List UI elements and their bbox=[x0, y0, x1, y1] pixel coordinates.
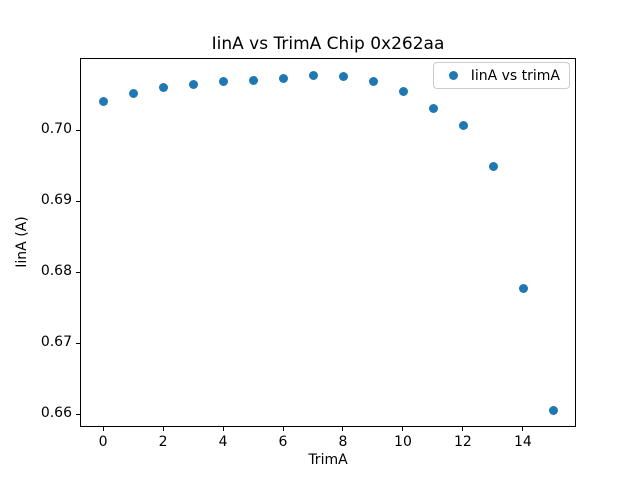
data-point bbox=[129, 88, 139, 98]
y-tick-mark bbox=[76, 129, 80, 131]
y-tick-label: 0.69 bbox=[40, 192, 72, 209]
x-tick-label: 6 bbox=[278, 434, 288, 450]
x-tick-mark bbox=[522, 427, 524, 431]
data-point bbox=[548, 405, 558, 415]
data-point bbox=[159, 83, 169, 93]
y-tick-label: 0.68 bbox=[40, 263, 72, 280]
y-tick-label: 0.67 bbox=[40, 334, 72, 351]
y-tick-mark bbox=[76, 342, 80, 344]
x-tick-label: 0 bbox=[98, 434, 108, 450]
x-tick-label: 12 bbox=[454, 434, 472, 450]
x-tick-mark bbox=[102, 427, 104, 431]
data-point bbox=[279, 73, 289, 83]
data-point bbox=[99, 97, 109, 107]
data-point bbox=[338, 72, 348, 82]
y-tick-mark bbox=[76, 413, 80, 415]
data-point bbox=[458, 121, 468, 131]
legend-label: IinA vs trimA bbox=[470, 67, 560, 84]
y-tick-mark bbox=[76, 271, 80, 273]
legend-marker-dot bbox=[448, 71, 458, 80]
y-axis-label: IinA (A) bbox=[14, 216, 30, 268]
y-tick-label: 0.66 bbox=[40, 405, 72, 422]
data-point bbox=[428, 103, 438, 113]
x-tick-label: 14 bbox=[513, 434, 532, 450]
x-axis-label: TrimA bbox=[308, 452, 348, 468]
y-tick-label: 0.70 bbox=[40, 121, 72, 138]
x-tick-label: 8 bbox=[338, 434, 348, 450]
data-point bbox=[189, 79, 199, 89]
x-tick-mark bbox=[402, 427, 404, 431]
data-point bbox=[488, 161, 498, 171]
y-tick-mark bbox=[76, 200, 80, 202]
chart-title: IinA vs TrimA Chip 0x262aa bbox=[211, 34, 445, 54]
legend: IinA vs trimA bbox=[432, 62, 570, 89]
x-tick-mark bbox=[222, 427, 224, 431]
x-tick-label: 10 bbox=[394, 434, 412, 450]
x-tick-mark bbox=[462, 427, 464, 431]
data-point bbox=[368, 76, 378, 86]
data-point bbox=[398, 86, 408, 96]
plot-area: IinA vs trimA bbox=[80, 58, 576, 427]
x-tick-label: 2 bbox=[158, 434, 168, 450]
data-point bbox=[518, 283, 528, 293]
x-tick-mark bbox=[282, 427, 284, 431]
data-point bbox=[249, 75, 259, 85]
x-tick-mark bbox=[342, 427, 344, 431]
data-point bbox=[219, 77, 229, 87]
x-tick-mark bbox=[162, 427, 164, 431]
data-point bbox=[309, 71, 318, 81]
x-tick-label: 4 bbox=[218, 434, 228, 450]
